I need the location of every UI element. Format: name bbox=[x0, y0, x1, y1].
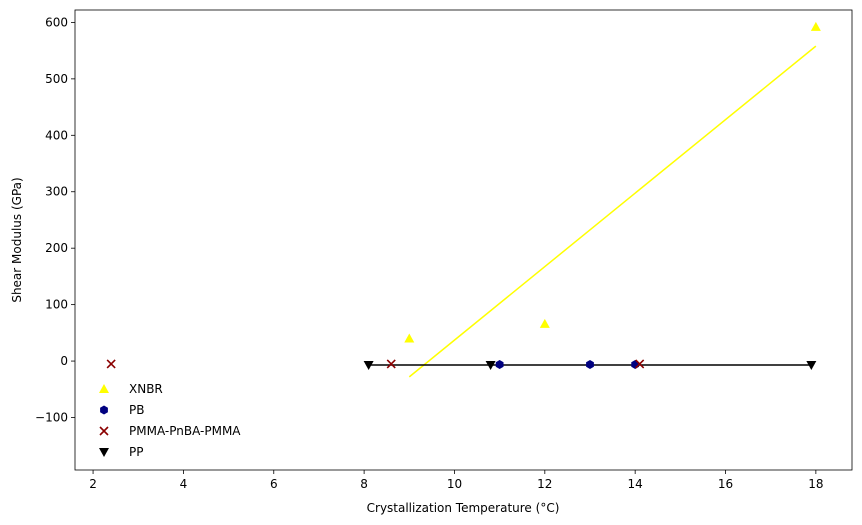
legend-label-pp: PP bbox=[129, 445, 143, 459]
x-tick-label: 6 bbox=[270, 477, 278, 491]
legend-label-pb: PB bbox=[129, 403, 144, 417]
legend-marker-pb bbox=[100, 405, 108, 415]
xnbr-point bbox=[810, 21, 821, 31]
legend: XNBR PB PMMA-PnBA-PMMA PP bbox=[99, 382, 241, 459]
x-tick-label: 18 bbox=[808, 477, 823, 491]
legend-label-xnbr: XNBR bbox=[129, 382, 163, 396]
x-tick-label: 16 bbox=[718, 477, 733, 491]
y-tick-label: 0 bbox=[60, 354, 68, 368]
pb-point bbox=[586, 359, 594, 369]
y-tick-label: 100 bbox=[45, 298, 68, 312]
y-tick-label: 400 bbox=[45, 128, 68, 142]
x-tick-label: 10 bbox=[447, 477, 462, 491]
x-tick-label: 8 bbox=[360, 477, 368, 491]
fit-line-xnbr bbox=[408, 45, 817, 378]
xnbr-point bbox=[404, 333, 415, 343]
legend-label-pmma-pnba-pmma: PMMA-PnBA-PMMA bbox=[129, 424, 241, 438]
pmma-pnba-pmma-point bbox=[635, 359, 645, 369]
y-tick-label: −100 bbox=[35, 411, 68, 425]
pb-point bbox=[495, 359, 504, 369]
pmma-pnba-pmma-point bbox=[106, 359, 116, 369]
x-tick-label: 4 bbox=[180, 477, 188, 491]
x-tick-label: 12 bbox=[537, 477, 552, 491]
y-tick-label: 200 bbox=[45, 241, 68, 255]
pp-point bbox=[485, 361, 496, 371]
y-tick-label: 600 bbox=[45, 15, 68, 29]
x-tick-label: 14 bbox=[628, 477, 643, 491]
legend-marker-pmma-pnba-pmma bbox=[99, 426, 109, 436]
y-tick-label: 300 bbox=[45, 185, 68, 199]
data-markers bbox=[106, 21, 821, 371]
y-axis-title: Shear Modulus (GPa) bbox=[10, 177, 24, 302]
y-axis: −100 0 100 200 300 400 500 600 bbox=[35, 15, 75, 425]
pp-point bbox=[806, 361, 817, 371]
x-axis-title: Crystallization Temperature (°C) bbox=[367, 501, 560, 515]
legend-marker-xnbr bbox=[99, 384, 109, 393]
x-axis: 2 4 6 8 10 12 14 16 18 bbox=[89, 470, 824, 491]
legend-marker-pp bbox=[99, 448, 109, 457]
y-tick-label: 500 bbox=[45, 72, 68, 86]
pp-point bbox=[363, 361, 374, 371]
x-tick-label: 2 bbox=[89, 477, 97, 491]
pmma-pnba-pmma-point bbox=[386, 359, 396, 369]
plot-area bbox=[74, 9, 853, 471]
xnbr-point bbox=[539, 318, 550, 328]
